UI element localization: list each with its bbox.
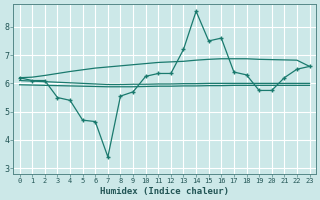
X-axis label: Humidex (Indice chaleur): Humidex (Indice chaleur) [100,187,229,196]
